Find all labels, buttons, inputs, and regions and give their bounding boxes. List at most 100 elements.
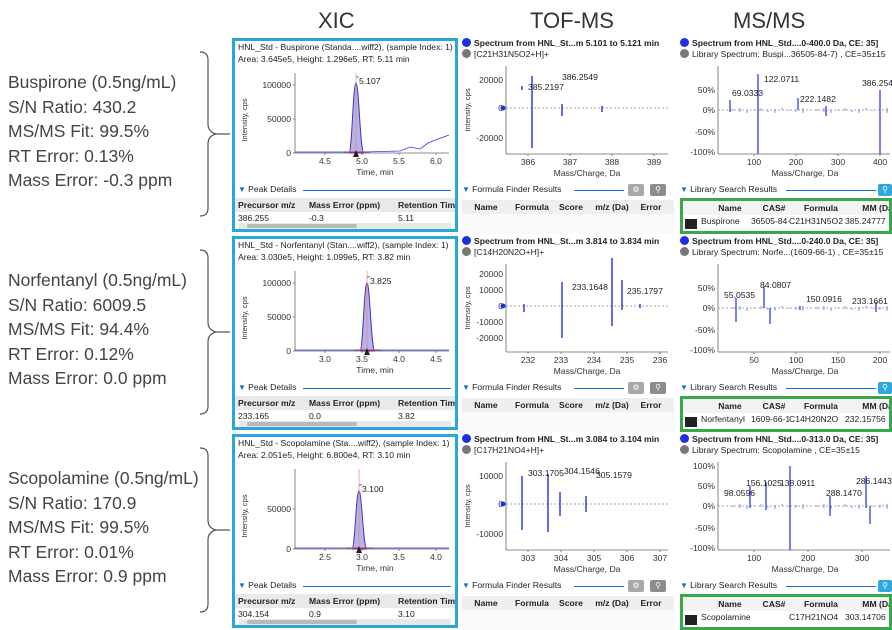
msms-peak-label: 84.0807 [760,280,791,290]
column-header[interactable]: Mass Error (ppm) [309,596,381,606]
tof-x-tick: 387 [563,157,578,167]
peak-details-toggle[interactable]: ▼ Peak Details [238,382,296,392]
table-row[interactable]: Scopolamine C17H21NO4 303.14706 [683,611,889,625]
scrollbar-thumb[interactable] [247,620,357,624]
scrollbar-thumb[interactable] [247,224,357,228]
msms-spectrum-chart[interactable]: 100% 50% 0% -50% -100% 100 200 300 Mass/Charge, … [680,456,892,576]
column-header[interactable]: Precursor m/z [238,398,296,408]
msms-spectrum-chart[interactable]: 50% 0% -50% -100% 50 100 150 200 Mass/Charge, Da… [680,258,892,378]
library-search-toggle[interactable]: ▼ Library Search Results [680,184,777,194]
peak-details-toggle[interactable]: ▼ Peak Details [238,184,296,194]
column-header[interactable]: m/z (Da) [595,598,629,608]
column-header[interactable]: MM (Da) [862,401,889,411]
column-header[interactable]: Name [718,599,742,609]
msms-y-tick: 100% [693,461,715,471]
xic-chart[interactable]: Intensity, cps 100000 50000 0 4.5 5.0 5.5 6.0 Ti… [235,65,455,183]
column-header[interactable]: Score [559,400,583,410]
column-header[interactable]: CAS# [762,599,786,609]
column-header[interactable]: Retention Time (m [398,398,458,408]
column-header[interactable]: Name [474,202,498,212]
table-cell: 5.11 [398,213,415,223]
table-row[interactable]: Buspirone 36505-84-7C21H31N5O2385.24777 [683,215,889,229]
formula-finder-toggle[interactable]: ▼ Formula Finder Results [462,184,561,194]
table-row[interactable]: 233.165 0.0 3.82 [235,410,455,423]
xic-chart[interactable]: Intensity, cps 100000 50000 0 3.0 3.5 4.0 4.5 Ti… [235,263,455,381]
column-header[interactable]: m/z (Da) [595,400,629,410]
scrollbar-thumb[interactable] [247,422,357,426]
search-button[interactable]: ⚲ [650,382,666,394]
formula-finder-table-header: Name Formula Score m/z (Da) Error [462,596,674,610]
formula-finder-toggle[interactable]: ▼ Formula Finder Results [462,382,561,392]
horizontal-scrollbar[interactable] [239,223,451,229]
column-header[interactable]: Precursor m/z [238,200,296,210]
column-header[interactable]: Name [718,401,742,411]
table-row[interactable]: 304.154 0.9 3.10 [235,608,455,621]
tof-spectrum-title: Spectrum from HNL_St...m 3.814 to 3.834 … [462,236,674,247]
column-header[interactable]: Score [559,202,583,212]
library-spectrum-text: Library Spectrum: Norfe...(1609-66-1) , … [692,247,884,257]
peak-details-label: Peak Details [248,580,297,590]
tof-spectrum-chart[interactable]: Intensity, cps200000-20000386387388389Ma… [462,60,674,180]
column-header[interactable]: Error [640,202,662,212]
formula-settings-button[interactable]: ⚙ [628,184,644,196]
horizontal-scrollbar[interactable] [239,421,451,427]
xic-x-tick: 5.0 [356,156,368,166]
column-header[interactable]: Formula [515,202,549,212]
msms-x-axis-label: Mass/Charge, Da [772,564,839,574]
column-header[interactable]: m/z (Da) [595,202,629,212]
xic-chart[interactable]: Intensity, cps 50000 0 2.5 3.0 3.5 4.0 Time, mi… [235,461,455,579]
search-button[interactable]: ⚲ [650,580,666,592]
mass-error: Mass Error: 0.0 ppm [8,368,167,388]
library-search-button[interactable]: ⚲ [878,382,892,394]
column-header[interactable]: Name [474,400,498,410]
column-header[interactable]: Name [474,598,498,608]
column-header[interactable]: Score [559,598,583,608]
peak-details-toggle[interactable]: ▼ Peak Details [238,580,296,590]
column-header[interactable]: Error [640,598,662,608]
compound-summary: Norfentanyl (0.5ng/mL) S/N Ratio: 6009.5 M… [8,268,208,391]
column-header[interactable]: Formula [515,598,549,608]
column-header[interactable]: Formula [804,401,838,411]
search-button[interactable]: ⚲ [650,184,666,196]
library-search-toggle[interactable]: ▼ Library Search Results [680,580,777,590]
column-header[interactable]: MM (Da) [862,599,889,609]
formula-settings-button[interactable]: ⚙ [628,382,644,394]
horizontal-scrollbar[interactable] [239,619,451,625]
xic-x-tick: 5.5 [393,156,405,166]
column-header[interactable]: Name [718,203,742,213]
msms-x-tick: 200 [873,355,888,365]
column-header[interactable]: Retention Time (m [398,596,458,606]
table-row[interactable]: Norfentanyl 1609-66-1C14H20N2O 232.15756 [683,413,889,427]
formula-finder-results-area [462,412,674,432]
column-header[interactable]: Error [640,400,662,410]
spectrum-thumbnail-icon [685,615,697,625]
table-cell: 36505-84-7 [751,216,789,226]
column-header[interactable]: Mass Error (ppm) [309,200,381,210]
column-header[interactable]: Formula [804,203,838,213]
formula-finder-toggle[interactable]: ▼ Formula Finder Results [462,580,561,590]
tof-spectrum-chart[interactable]: Intensity, cps20000100000-10000-20000232… [462,258,674,378]
table-row[interactable]: 386.255 -0.3 5.11 [235,212,455,225]
column-header[interactable]: CAS# [762,401,786,411]
column-header[interactable]: MM (Da) [862,203,889,213]
library-search-button[interactable]: ⚲ [878,580,892,592]
column-header[interactable]: CAS# [762,203,786,213]
table-cell: Buspirone [701,216,740,226]
formula-finder-table-header: Name Formula Score m/z (Da) Error [462,398,674,412]
column-header[interactable]: Retention Time (m [398,200,458,210]
library-search-button[interactable]: ⚲ [878,184,892,196]
xic-x-tick: 4.0 [430,552,442,562]
column-header[interactable]: Precursor m/z [238,596,296,606]
msms-spectrum-chart[interactable]: 50% 0% -50% -100% 100 200 300 400 Mass/Charge, D… [680,60,892,180]
column-header[interactable]: Mass Error (ppm) [309,398,381,408]
formula-settings-button[interactable]: ⚙ [628,580,644,592]
tof-spectrum-title: Spectrum from HNL_St...m 5.101 to 5.121 … [462,38,674,49]
library-search-toggle[interactable]: ▼ Library Search Results [680,382,777,392]
divider [574,586,624,587]
tof-spectrum-chart[interactable]: Intensity, cps100000-1000030330430530630… [462,456,674,576]
tof-peak-label: 233.1648 [572,282,608,292]
tof-x-tick: 306 [620,553,635,563]
column-header[interactable]: Formula [804,599,838,609]
tof-peak-label: 235.1797 [627,286,663,296]
column-header[interactable]: Formula [515,400,549,410]
